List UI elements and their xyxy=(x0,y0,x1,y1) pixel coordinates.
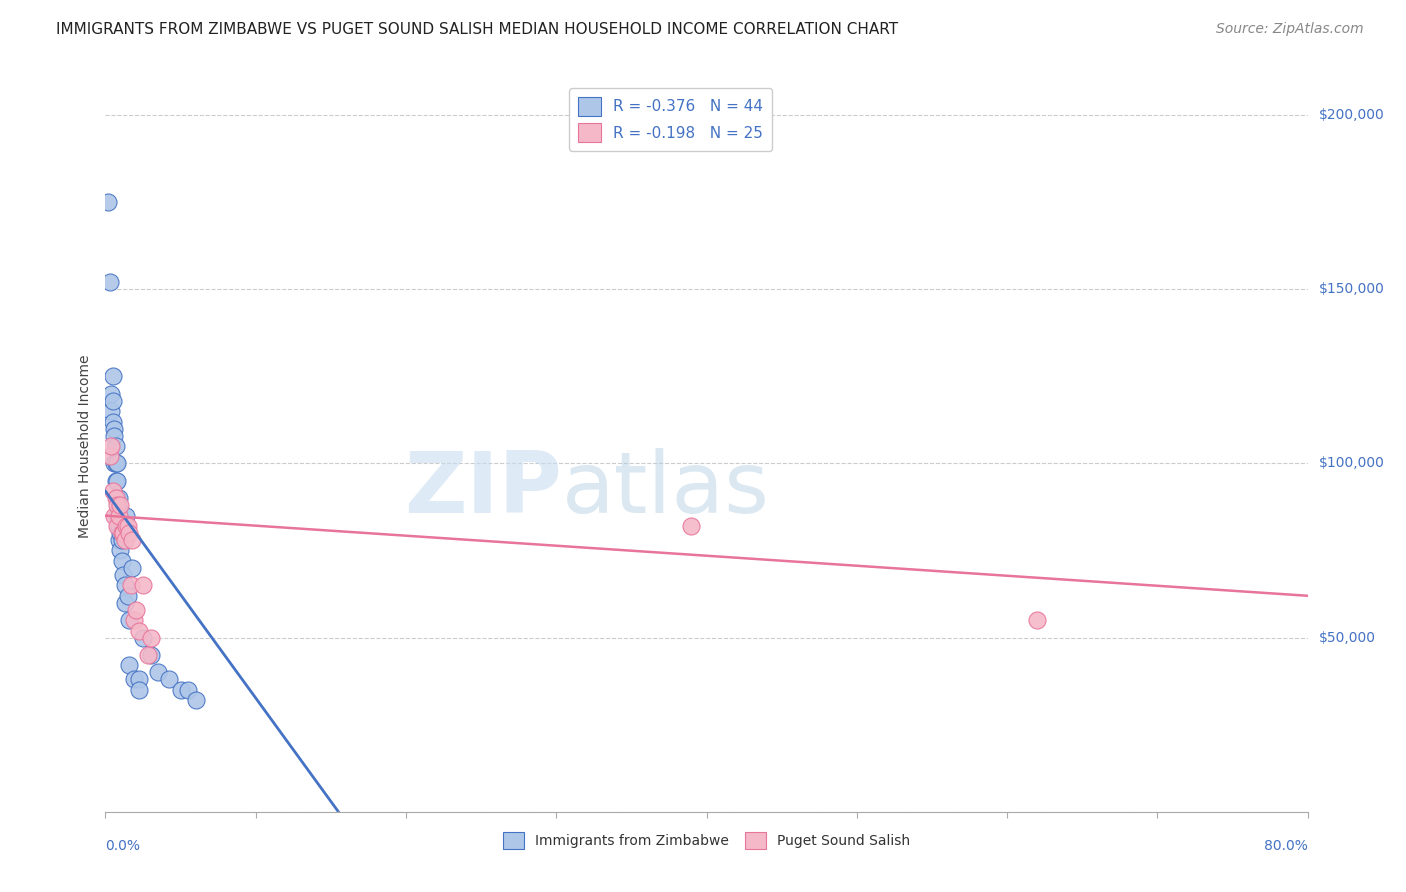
Point xyxy=(104,439,127,453)
Point xyxy=(118,658,141,673)
Point xyxy=(108,491,131,506)
Point xyxy=(103,421,125,435)
Point xyxy=(111,533,134,547)
Point xyxy=(101,484,124,499)
Y-axis label: Median Household Income: Median Household Income xyxy=(79,354,93,538)
Point xyxy=(100,404,122,418)
Point xyxy=(108,501,131,516)
Point xyxy=(114,578,136,592)
Legend: Immigrants from Zimbabwe, Puget Sound Salish: Immigrants from Zimbabwe, Puget Sound Sa… xyxy=(496,825,917,856)
Point xyxy=(104,491,127,506)
Point xyxy=(121,561,143,575)
Text: $100,000: $100,000 xyxy=(1319,457,1385,470)
Text: 0.0%: 0.0% xyxy=(105,839,141,854)
Point xyxy=(139,631,162,645)
Point xyxy=(107,519,129,533)
Point xyxy=(111,526,134,541)
Point xyxy=(101,415,124,429)
Point xyxy=(100,386,122,401)
Point xyxy=(98,275,121,289)
Point xyxy=(122,673,145,687)
Point xyxy=(107,508,129,523)
Point xyxy=(117,519,139,533)
Text: atlas: atlas xyxy=(562,449,770,532)
Point xyxy=(104,474,127,488)
Point xyxy=(121,533,143,547)
Point xyxy=(169,682,191,697)
Point xyxy=(110,526,132,541)
Point xyxy=(139,648,162,662)
Point xyxy=(114,533,136,547)
Point xyxy=(103,457,125,471)
Point xyxy=(132,631,155,645)
Point xyxy=(111,554,134,568)
Point xyxy=(110,498,132,512)
Point xyxy=(103,428,125,442)
Point xyxy=(107,457,129,471)
Point xyxy=(122,613,145,627)
Point xyxy=(118,526,141,541)
Text: ZIP: ZIP xyxy=(405,449,562,532)
Point xyxy=(132,578,155,592)
Point xyxy=(124,603,146,617)
Point xyxy=(108,508,131,523)
Text: 80.0%: 80.0% xyxy=(1264,839,1308,854)
Point xyxy=(136,648,159,662)
Point xyxy=(118,613,141,627)
Point xyxy=(100,439,122,453)
Point xyxy=(128,673,150,687)
Text: $50,000: $50,000 xyxy=(1319,631,1375,645)
Point xyxy=(98,450,121,464)
Text: $150,000: $150,000 xyxy=(1319,282,1385,296)
Point xyxy=(157,673,180,687)
Point xyxy=(112,567,135,582)
Point xyxy=(108,533,131,547)
Point xyxy=(115,508,138,523)
Point xyxy=(107,498,129,512)
Point xyxy=(177,682,200,697)
Point xyxy=(115,519,138,533)
Point xyxy=(107,491,129,506)
Point xyxy=(1026,613,1049,627)
Point xyxy=(108,519,131,533)
Point xyxy=(97,195,120,210)
Point xyxy=(117,589,139,603)
Point xyxy=(120,578,142,592)
Point xyxy=(107,474,129,488)
Point xyxy=(681,519,703,533)
Point xyxy=(128,624,150,638)
Point xyxy=(128,682,150,697)
Point xyxy=(103,508,125,523)
Point xyxy=(101,369,124,384)
Point xyxy=(104,457,127,471)
Point xyxy=(184,693,207,707)
Text: Source: ZipAtlas.com: Source: ZipAtlas.com xyxy=(1216,22,1364,37)
Point xyxy=(110,543,132,558)
Point xyxy=(108,508,131,523)
Point xyxy=(114,596,136,610)
Text: IMMIGRANTS FROM ZIMBABWE VS PUGET SOUND SALISH MEDIAN HOUSEHOLD INCOME CORRELATI: IMMIGRANTS FROM ZIMBABWE VS PUGET SOUND … xyxy=(56,22,898,37)
Point xyxy=(146,665,169,680)
Point xyxy=(112,526,135,541)
Text: $200,000: $200,000 xyxy=(1319,108,1385,122)
Point xyxy=(101,393,124,408)
